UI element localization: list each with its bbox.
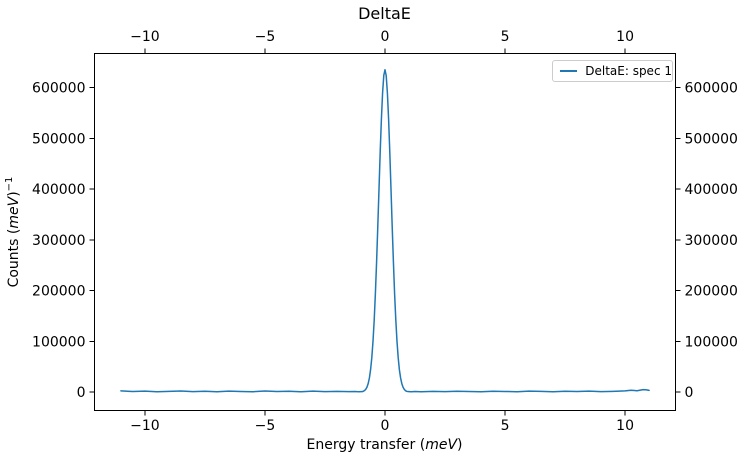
y-axis-label-unit: meV	[5, 196, 22, 229]
x-axis-label: Energy transfer (meV)	[94, 437, 675, 453]
top-tick-label: 5	[501, 29, 510, 45]
y-tick-label: 500000	[32, 131, 85, 147]
y-tick-label: 200000	[32, 284, 85, 300]
x-tick-label: 0	[381, 418, 390, 434]
y-tick-label: 0	[77, 385, 86, 401]
x-axis-label-close: )	[457, 437, 463, 453]
right-tick-label: 500000	[685, 131, 738, 147]
y-axis-label-text: Counts (	[5, 228, 22, 288]
right-tick-label: 400000	[685, 182, 738, 198]
x-tick-label: −5	[255, 418, 276, 434]
data-line	[120, 69, 650, 393]
y-tick-label: 400000	[32, 182, 85, 198]
right-tick-label: 200000	[685, 284, 738, 300]
y-axis-label-close: )	[5, 191, 22, 197]
plot-title: DeltaE	[358, 4, 411, 23]
legend-label: DeltaE: spec 1	[585, 64, 672, 78]
right-tick-label: 600000	[685, 81, 738, 97]
y-axis-label-exponent: −1	[4, 176, 16, 192]
right-tick-label: 300000	[685, 233, 738, 249]
top-tick-label: 0	[381, 29, 390, 45]
x-axis-label-unit: meV	[425, 437, 458, 453]
x-axis-label-text: Energy transfer (	[306, 437, 426, 453]
top-tick-label: −10	[130, 29, 160, 45]
right-tick-label: 100000	[685, 334, 738, 350]
y-tick-label: 600000	[32, 81, 85, 97]
x-tick-label: −10	[130, 418, 160, 434]
top-tick-label: 10	[616, 29, 634, 45]
y-axis-label: Counts (meV)−1	[4, 177, 22, 288]
right-tick-label: 0	[685, 385, 694, 401]
y-tick-label: 300000	[32, 233, 85, 249]
plot-border	[94, 53, 676, 411]
legend-line-sample	[560, 70, 578, 72]
x-tick-label: 10	[616, 418, 634, 434]
y-tick-label: 100000	[32, 334, 85, 350]
legend[interactable]: DeltaE: spec 1	[552, 60, 673, 82]
x-tick-label: 5	[501, 418, 510, 434]
top-tick-label: −5	[255, 29, 276, 45]
